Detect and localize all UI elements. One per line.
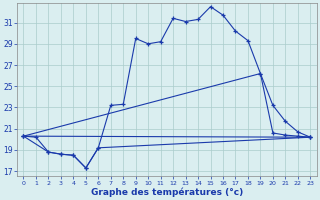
X-axis label: Graphe des températures (°c): Graphe des températures (°c) xyxy=(91,187,243,197)
